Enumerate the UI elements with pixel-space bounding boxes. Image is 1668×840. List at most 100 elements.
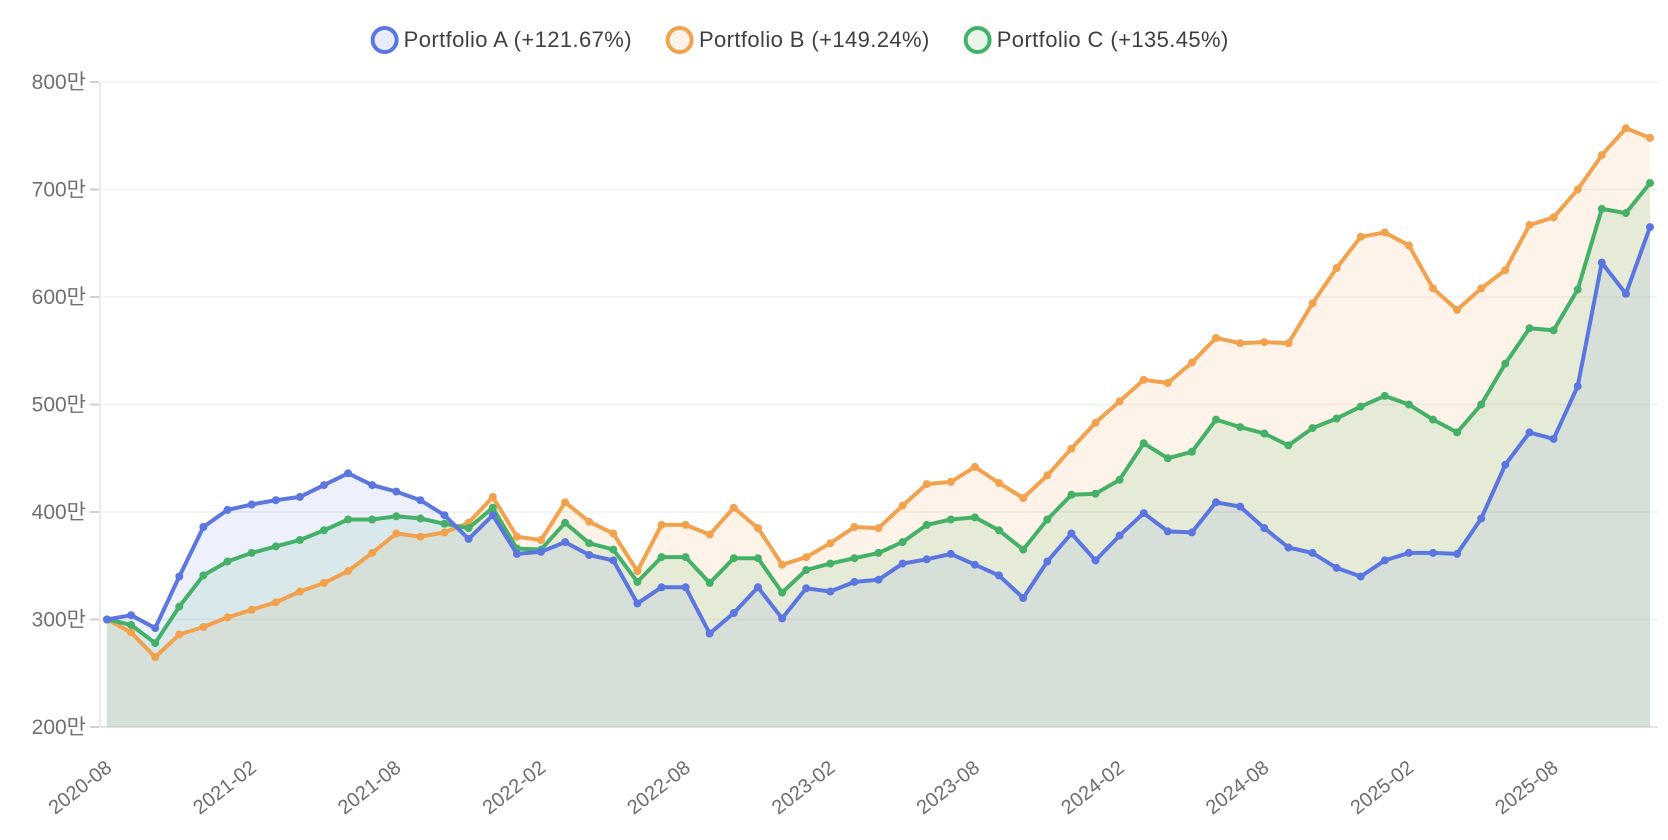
data-point-portfolio-c [223,557,232,566]
data-point-portfolio-b [488,492,497,501]
data-point-portfolio-c [754,554,762,563]
data-point-portfolio-b [127,628,136,637]
data-point-portfolio-c [1212,415,1220,424]
data-point-portfolio-a [320,481,328,490]
data-point-portfolio-b [1573,185,1582,194]
data-point-portfolio-b [392,529,401,538]
data-point-portfolio-c [344,515,353,524]
data-point-portfolio-a [1019,594,1028,602]
legend: Portfolio A (+121.67%) Portfolio B (+149… [370,26,1229,54]
y-axis-label: 200만 [32,716,86,739]
data-point-portfolio-b [633,567,642,576]
data-point-portfolio-a [561,538,570,547]
data-point-portfolio-a [1646,223,1654,232]
data-point-portfolio-c [175,602,184,611]
data-point-portfolio-b [1621,124,1630,133]
data-point-portfolio-c [874,548,883,557]
data-point-portfolio-c [1573,285,1582,294]
data-point-portfolio-a [344,469,353,478]
data-point-portfolio-b [995,479,1003,487]
data-point-portfolio-c [1019,545,1028,554]
data-point-portfolio-c [946,515,955,524]
data-point-portfolio-b [1308,299,1317,308]
data-point-portfolio-b [440,528,449,537]
data-point-portfolio-c [1597,204,1606,213]
data-point-portfolio-c [151,639,160,648]
data-point-portfolio-b [850,523,859,531]
data-point-portfolio-c [320,526,328,535]
data-point-portfolio-c [970,513,979,522]
data-point-portfolio-b [151,653,160,662]
data-point-portfolio-b [874,524,883,533]
data-point-portfolio-c [995,526,1003,535]
data-point-portfolio-a [488,511,497,520]
data-point-portfolio-a [1549,434,1558,443]
data-point-portfolio-b [1043,471,1052,480]
data-point-portfolio-c [1501,359,1510,368]
data-point-portfolio-b [1525,221,1534,229]
data-point-portfolio-a [103,615,111,624]
data-point-portfolio-c [1621,209,1630,218]
data-point-portfolio-a [970,560,979,569]
data-point-portfolio-b [1332,264,1341,272]
data-point-portfolio-a [512,549,521,558]
data-point-portfolio-a [1187,528,1196,537]
gridlines [90,81,1658,728]
y-axis-label: 700만 [32,179,86,202]
data-point-portfolio-b [1260,338,1269,347]
data-point-portfolio-a [416,496,425,505]
data-point-portfolio-a [1139,509,1148,518]
data-point-portfolio-b [1284,339,1293,348]
data-point-portfolio-b [1091,418,1100,427]
data-point-portfolio-b [729,503,738,512]
area-portfolio-a [107,227,1650,727]
data-point-portfolio-a [754,583,762,592]
data-point-portfolio-c [1043,515,1052,524]
legend-item-portfolio-a[interactable]: Portfolio A (+121.67%) [370,26,632,54]
x-axis-label: 2020-08 [45,757,116,820]
data-point-portfolio-b [247,605,256,614]
data-point-portfolio-b [223,613,232,622]
data-point-portfolio-b [681,520,690,529]
data-point-portfolio-c [1067,490,1076,499]
x-axis-label: 2024-08 [1202,757,1273,820]
data-point-portfolio-c [729,554,738,563]
data-point-portfolio-b [1115,397,1124,406]
legend-label-portfolio-a: Portfolio A (+121.67%) [403,27,632,52]
data-point-portfolio-b [1212,333,1220,342]
data-point-portfolio-a [633,599,642,608]
data-point-portfolio-a [440,511,449,520]
data-point-portfolio-a [657,583,666,592]
y-axis-label: 600만 [32,286,86,309]
x-axis-label: 2021-08 [334,757,405,820]
data-point-portfolio-a [271,496,280,505]
data-point-portfolio-c [1115,475,1124,484]
data-point-portfolio-b [512,532,521,541]
data-point-portfolio-a [681,583,690,592]
data-point-portfolio-a [223,505,232,514]
data-point-portfolio-b [295,587,304,596]
data-point-portfolio-a [729,609,738,617]
legend-label-portfolio-c: Portfolio C (+135.45%) [996,27,1229,52]
data-point-portfolio-a [1043,557,1052,566]
data-point-portfolio-b [705,530,714,539]
data-point-portfolio-c [392,512,401,521]
data-point-portfolio-a [995,571,1003,580]
data-point-portfolio-b [561,498,570,507]
data-point-portfolio-c [1187,447,1196,456]
legend-item-portfolio-c[interactable]: Portfolio C (+135.45%) [963,26,1229,54]
data-point-portfolio-b [946,477,955,486]
legend-marker-portfolio-b-icon [665,26,694,54]
x-axis-label: 2022-08 [623,757,694,820]
data-point-portfolio-b [970,462,979,471]
data-point-portfolio-a [1115,531,1124,540]
data-point-portfolio-b [368,548,377,557]
data-point-portfolio-b [175,630,184,639]
legend-item-portfolio-b[interactable]: Portfolio B (+149.24%) [665,26,930,54]
data-point-portfolio-a [850,577,859,586]
data-point-portfolio-a [1284,543,1293,552]
data-point-portfolio-c [1308,424,1317,433]
legend-label-portfolio-b: Portfolio B (+149.24%) [698,27,930,52]
